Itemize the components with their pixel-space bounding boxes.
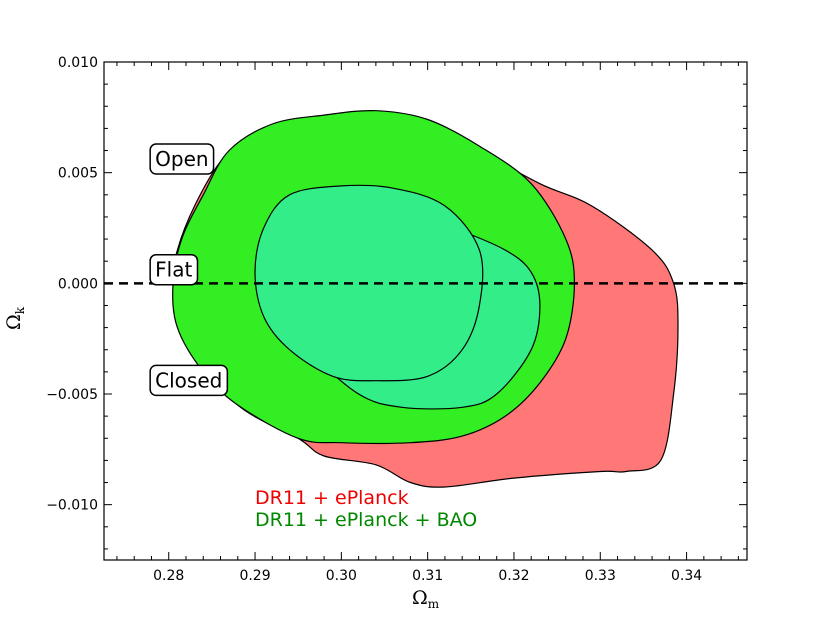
plot-frame xyxy=(103,61,748,561)
y-tick-label: 0.000 xyxy=(58,276,98,292)
y-tick-label: −0.005 xyxy=(46,387,98,403)
y-tick-label: −0.010 xyxy=(46,498,98,514)
annotation-closed: Closed xyxy=(149,364,229,397)
y-axis-title: Ωk xyxy=(3,306,27,330)
annotation-box xyxy=(149,143,215,175)
x-tick-label: 0.29 xyxy=(239,568,270,584)
x-tick-label: 0.30 xyxy=(326,568,357,584)
x-tick-label: 0.28 xyxy=(153,568,184,584)
x-tick-label: 0.34 xyxy=(671,568,702,584)
x-tick-label: 0.33 xyxy=(585,568,616,584)
x-tick-label: 0.31 xyxy=(412,568,443,584)
legend-entry: DR11 + ePlanck + BAO xyxy=(255,509,477,531)
annotation-label: Flat xyxy=(155,258,192,282)
legend-entry: DR11 + ePlanck xyxy=(255,487,409,509)
annotation-label: Closed xyxy=(155,368,222,392)
annotation-flat: Flat xyxy=(149,253,199,286)
x-tick-label: 0.32 xyxy=(498,568,529,584)
y-tick-label: 0.010 xyxy=(58,55,98,71)
annotation-box xyxy=(149,253,199,286)
x-axis-title: Ωm xyxy=(412,587,440,611)
annotation-box xyxy=(149,364,229,397)
contour-68-series-2 xyxy=(254,184,484,382)
y-tick-label: 0.005 xyxy=(58,166,98,182)
annotation-label: Open xyxy=(155,147,208,171)
annotation-open: Open xyxy=(149,143,215,175)
